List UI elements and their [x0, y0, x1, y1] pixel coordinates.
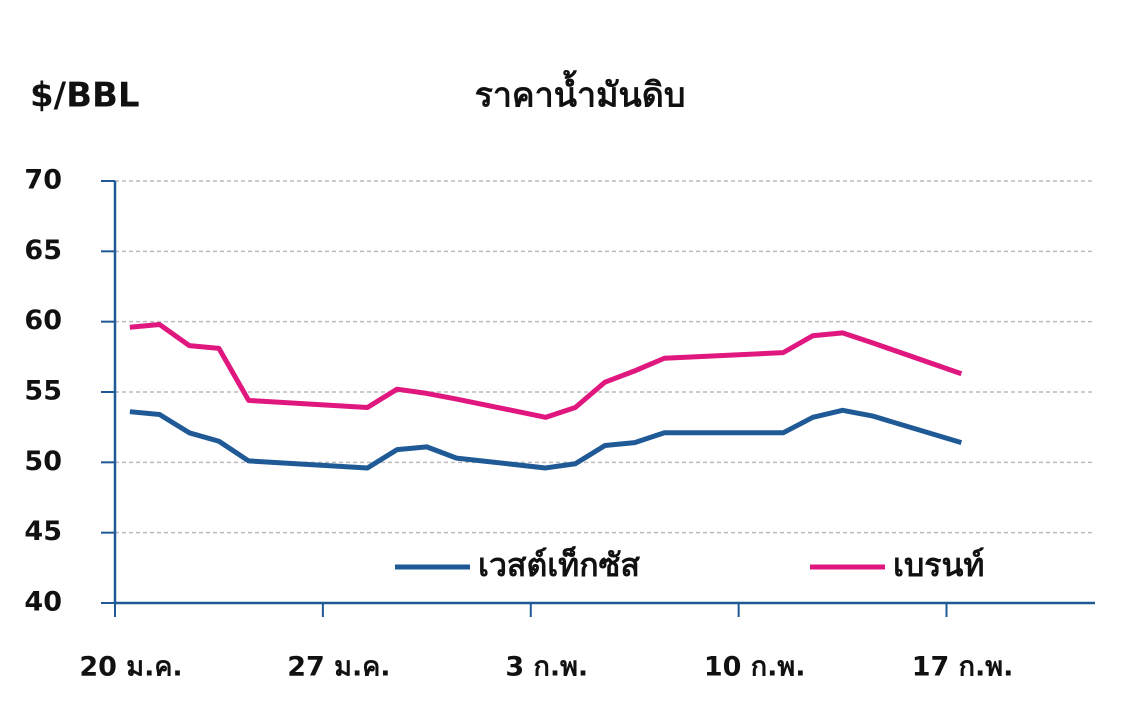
y-tick-label: 60: [24, 305, 62, 336]
y-axis-label: $/BBL: [30, 76, 140, 116]
series-line: [129, 321, 963, 420]
y-tick-label: 55: [24, 376, 62, 407]
y-tick-label: 40: [24, 587, 62, 618]
y-tick-label: 65: [24, 235, 62, 266]
y-tick-label: 45: [24, 516, 62, 547]
series-line: [129, 407, 963, 471]
chart-title: ราคาน้ำมันดิบ: [475, 70, 686, 116]
x-tick-label: 3 ก.พ.: [505, 652, 588, 683]
legend-label: เวสต์เท็กซัส: [478, 545, 640, 584]
y-tick-label: 50: [24, 446, 62, 477]
y-tick-label: 70: [24, 165, 62, 196]
legend-label: เบรนท์: [893, 546, 984, 584]
x-tick-label: 20 ม.ค.: [79, 652, 182, 683]
x-tick-label: 17 ก.พ.: [912, 652, 1014, 683]
x-tick-label: 27 ม.ค.: [287, 652, 390, 683]
x-tick-label: 10 ก.พ.: [704, 652, 806, 683]
